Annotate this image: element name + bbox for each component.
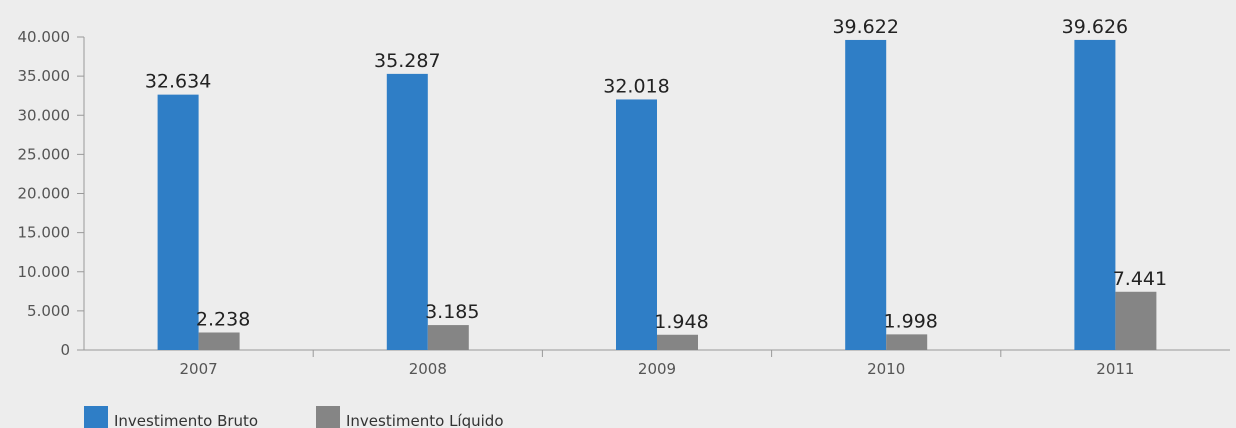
legend-item-liquido: Investimento Líquido <box>316 406 504 428</box>
y-tick-label: 25.000 <box>18 145 71 163</box>
y-tick-label: 35.000 <box>18 67 71 85</box>
x-tick-label: 2009 <box>638 360 676 378</box>
x-tick-label: 2010 <box>867 360 905 378</box>
data-label-bruto: 39.622 <box>832 16 898 38</box>
data-label-liquido: 1.998 <box>883 310 937 332</box>
data-label-bruto: 32.018 <box>603 75 669 97</box>
y-tick-label: 40.000 <box>18 28 71 46</box>
legend-item-bruto: Investimento Bruto <box>84 406 258 428</box>
x-tick-label: 2008 <box>409 360 447 378</box>
legend-label: Investimento Bruto <box>114 412 258 428</box>
data-label-bruto: 32.634 <box>145 71 211 93</box>
y-tick-label: 20.000 <box>18 185 71 203</box>
y-tick-label: 15.000 <box>18 224 71 242</box>
x-tick-label: 2011 <box>1096 360 1134 378</box>
legend-label: Investimento Líquido <box>346 412 504 428</box>
data-label-bruto: 35.287 <box>374 50 440 72</box>
legend-swatch <box>316 406 340 428</box>
bars <box>157 39 1157 351</box>
data-label-liquido: 2.238 <box>196 308 250 330</box>
bar-bruto <box>845 39 887 350</box>
data-label-liquido: 3.185 <box>425 301 479 323</box>
bar-liquido <box>657 334 698 350</box>
bar-liquido <box>427 325 469 350</box>
legend-swatch <box>84 406 108 428</box>
y-tick-label: 0 <box>60 341 70 359</box>
data-label-liquido: 1.948 <box>654 311 708 333</box>
bar-bruto <box>157 94 199 350</box>
x-axis: 2007 2008 2009 2010 2011 <box>84 349 1230 378</box>
y-axis: 0 5.000 10.000 15.000 20.000 25.000 30.000 35.0… <box>18 28 85 359</box>
data-label-liquido: 7.441 <box>1113 268 1167 290</box>
data-label-bruto: 39.626 <box>1062 16 1128 38</box>
bar-liquido <box>886 334 928 350</box>
bar-bruto <box>386 73 428 351</box>
bar-bruto <box>616 99 657 350</box>
y-tick-label: 5.000 <box>27 302 70 320</box>
y-tick-label: 30.000 <box>18 106 71 124</box>
y-tick-label: 10.000 <box>18 263 71 281</box>
bar-bruto <box>1074 39 1116 351</box>
data-labels: 32.634 2.238 35.287 3.185 32.018 1.948 39.622 1… <box>145 16 1167 333</box>
legend: Investimento Bruto Investimento Líquido <box>84 406 504 428</box>
x-tick-label: 2007 <box>180 360 218 378</box>
bar-liquido <box>1115 291 1157 350</box>
bar-liquido <box>198 332 240 350</box>
